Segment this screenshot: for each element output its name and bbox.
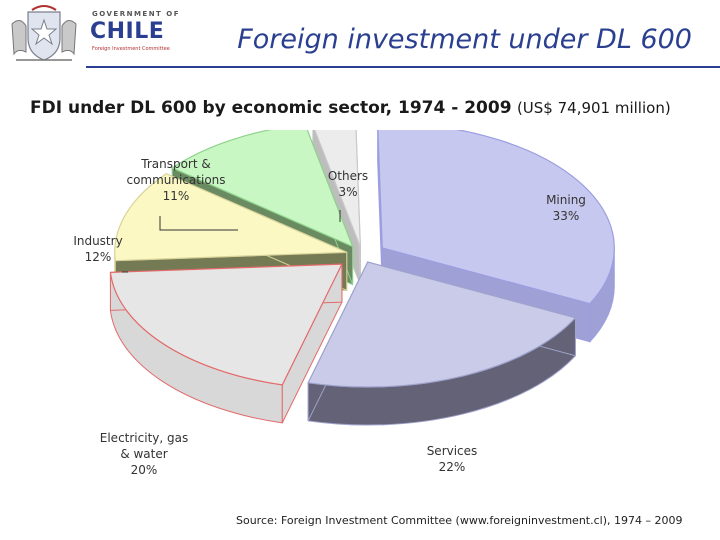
slice-top-mining (377, 130, 615, 305)
slice-label-line: 20% (131, 463, 158, 477)
chart-title: FDI under DL 600 by economic sector, 197… (30, 98, 512, 118)
slice-top-electricity (109, 263, 343, 386)
slice-label-transport: Transport & communications 11% (126, 157, 225, 203)
slice-label-line: 33% (553, 209, 580, 223)
country-logo-text: CHILE (90, 19, 165, 44)
slice-top-industry (114, 173, 347, 262)
leader-line-transport (159, 216, 238, 231)
slice-top-transport (170, 130, 354, 248)
slice-label-line: 3% (338, 185, 357, 199)
government-label: GOVERNMENT OF (92, 10, 181, 18)
slide-title: Foreign investment under DL 600 (237, 24, 692, 55)
fdi-pie-chart: Mining 33% Services 22% Electricity, gas & wa… (73, 130, 615, 477)
slice-label-line: Electricity, gas (100, 431, 188, 445)
chile-coat-of-arms-icon (11, 5, 77, 61)
slice-top-services (307, 261, 577, 388)
slice-label-line: 12% (85, 250, 112, 264)
slice-label-line: Services (427, 444, 478, 458)
slice-label-line: 11% (163, 189, 190, 203)
slice-electricity (109, 263, 343, 424)
slice-label-line: Transport & (140, 157, 210, 171)
slice-top-others (314, 130, 362, 248)
slice-label-others: Others 3% (328, 169, 368, 199)
committee-label: Foreign Investment Committee (92, 46, 170, 52)
source-note: Source: Foreign Investment Committee (ww… (236, 514, 683, 527)
slice-label-services: Services 22% (427, 444, 478, 474)
slice-services (307, 261, 577, 426)
slice-label-electricity: Electricity, gas & water 20% (100, 431, 188, 477)
chart-total: (US$ 74,901 million) (516, 99, 671, 117)
slice-label-line: Industry (73, 234, 122, 248)
slice-label-line: 22% (439, 460, 466, 474)
slice-label-industry: Industry 12% (73, 234, 122, 264)
slice-label-line: communications (126, 173, 225, 187)
slice-label-line: Mining (546, 193, 586, 207)
slice-label-line: & water (120, 447, 167, 461)
slice-label-mining: Mining 33% (546, 193, 586, 223)
chart-heading: FDI under DL 600 by economic sector, 197… (30, 98, 671, 118)
slice-label-line: Others (328, 169, 368, 183)
slide-header: GOVERNMENT OF CHILE Foreign Investment C… (0, 0, 720, 72)
title-divider (86, 66, 720, 68)
